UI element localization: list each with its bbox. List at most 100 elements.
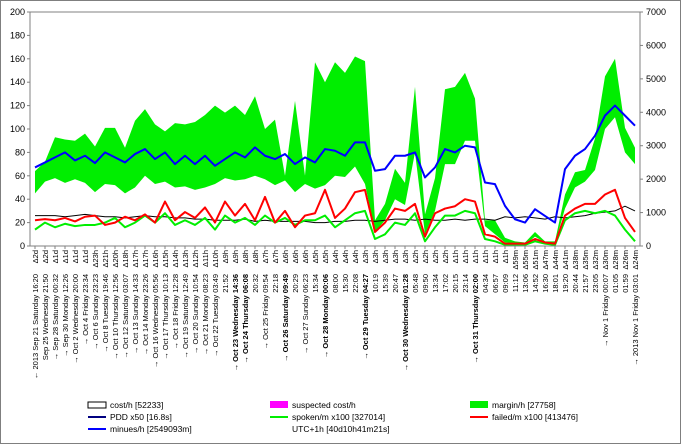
x-tick-label: 21:57 (581, 274, 590, 293)
x-tick-label: 20:32 (251, 274, 260, 293)
x-delta-label: Δ3h (361, 250, 370, 263)
x-tick-label: 22:08 (351, 274, 360, 293)
x-tick-label: → Oct 21 Monday 08:23 (201, 274, 210, 355)
x-delta-label: Δ1d (71, 250, 80, 263)
x-tick-label: 15:30 (341, 274, 350, 293)
x-delta-label: Δ4h (341, 250, 350, 263)
legend-label: cost/h [52233] (110, 400, 163, 410)
x-delta-label: Δ1h (461, 250, 470, 263)
x-tick-label: → Oct 23 Wednesday 14:36 (231, 274, 240, 371)
legend-item-spoken: spoken/m x100 [327014] (270, 412, 385, 422)
legend-label: UTC+1h [40d10h41m21s] (292, 424, 390, 434)
x-tick-label: 09:09 (501, 274, 510, 293)
x-tick-label: → Oct 14 Monday 23:26 (141, 274, 150, 355)
x-tick-label: 05:48 (411, 274, 420, 293)
x-tick-label: 20:44 (571, 274, 580, 293)
x-tick-label: → Oct 18 Friday 12:28 (171, 274, 180, 349)
y-tick-label: 60 (15, 171, 25, 181)
x-delta-label: Δ14h (171, 250, 180, 268)
legend-label: spoken/m x100 [327014] (292, 412, 385, 422)
x-delta-label: Δ3h (371, 250, 380, 263)
series-line-spokenm (34, 209, 636, 246)
x-tick-label: 20:15 (451, 274, 460, 293)
y-tick-label: 140 (10, 77, 25, 87)
x-tick-label: Sep 25 Wednesday 21:50 (41, 274, 50, 360)
x-delta-label: Δ18h (121, 250, 130, 268)
x-delta-label: Δ2h (411, 250, 420, 263)
x-tick-label: 14:52 (531, 274, 540, 293)
series-line-minuesh (34, 104, 636, 224)
x-tick-label: → Oct 16 Wednesday 05:56 (151, 274, 160, 368)
legend-label: failed/m x100 [413476] (492, 412, 578, 422)
x-tick-label: 22:18 (271, 274, 280, 293)
x-delta-label: Δ5h (311, 250, 320, 263)
x-delta-label: Δ6h (301, 250, 310, 263)
x-delta-label: Δ2d (31, 250, 40, 263)
x-tick-label: 15:39 (381, 274, 390, 293)
x-tick-label: 11:12 (511, 274, 520, 292)
x-delta-label: Δ35m (581, 250, 590, 270)
x-tick-label: 04:34 (481, 274, 490, 293)
x-tick-label: 15:34 (311, 274, 320, 293)
x-delta-label: Δ41m (561, 250, 570, 270)
legend-swatch (470, 401, 488, 408)
x-tick-label: → Sep 30 Monday 12:26 (61, 274, 70, 357)
x-tick-label: → Sep 28 Saturday 00:32 (51, 274, 60, 360)
x-delta-label: Δ26m (621, 250, 630, 270)
legend-swatch (87, 401, 107, 409)
x-tick-label: 16:30 (541, 274, 550, 293)
x-delta-label: Δ1d (81, 250, 90, 263)
x-delta-label: Δ1d (51, 250, 60, 263)
x-tick-label: → 2013 Nov 1 Friday 03:01 (631, 274, 640, 366)
x-tick-label: 06:57 (491, 274, 500, 293)
legend-label: margin/h [27758] (492, 400, 556, 410)
y-tick-label: 120 (10, 101, 25, 111)
y-tick-label: 100 (10, 124, 25, 134)
x-delta-label: Δ1d (61, 250, 70, 263)
x-delta-label: Δ55m (521, 250, 530, 270)
x-tick-label: → Oct 17 Thursday 10:13 (161, 274, 170, 360)
x-delta-label: Δ59m (511, 250, 520, 270)
x-tick-label: ← 2013 Sep 21 Saturday 16:20 (31, 274, 40, 379)
y2-tick-label: 4000 (646, 107, 666, 117)
y-tick-label: 20 (15, 218, 25, 228)
x-delta-label: Δ17h (141, 250, 150, 268)
x-delta-label: Δ1h (451, 250, 460, 263)
x-tick-label: 20:47 (391, 274, 400, 293)
x-tick-label: 01:59 (621, 274, 630, 293)
x-delta-label: Δ1h (491, 250, 500, 263)
legend-item-suspected: suspected cost/h (270, 400, 356, 410)
y-tick-label: 200 (10, 7, 25, 17)
legend-item-margin: margin/h [27758] (470, 400, 556, 410)
x-delta-label: Δ30m (601, 250, 610, 270)
x-delta-label: Δ2h (441, 250, 450, 263)
y2-tick-label: 1000 (646, 208, 666, 218)
x-delta-label: Δ24m (631, 250, 640, 270)
x-tick-label: 08:00 (331, 274, 340, 293)
x-delta-label: Δ15h (161, 250, 170, 268)
x-delta-label: Δ8h (251, 250, 260, 263)
x-delta-label: Δ8h (241, 250, 250, 263)
legend-item-minues: minues/h [2549093m] (88, 424, 192, 434)
x-delta-label: Δ11h (201, 250, 210, 267)
x-tick-label: 21:52 (221, 274, 230, 293)
x-delta-label: Δ7h (271, 250, 280, 263)
x-delta-label: Δ44m (551, 250, 560, 270)
x-tick-label: 13:34 (431, 274, 440, 293)
x-delta-label: Δ6h (291, 250, 300, 263)
x-tick-label: → Oct 8 Tuesday 19:46 (101, 274, 110, 353)
legend-item-failed: failed/m x100 [413476] (470, 412, 578, 422)
y-tick-label: 0 (20, 241, 25, 251)
x-delta-label: Δ2h (431, 250, 440, 263)
x-delta-label: Δ20h (111, 250, 120, 268)
y2-tick-label: 5000 (646, 74, 666, 84)
x-tick-label: → Oct 29 Tuesday 04:27 (361, 274, 370, 360)
x-tick-label: → Oct 24 Thursday 06:08 (241, 274, 250, 364)
series-line-failedm (34, 188, 636, 245)
x-delta-label: Δ3h (401, 250, 410, 263)
x-tick-label: → Oct 20 Sunday 10:54 (191, 274, 200, 354)
x-delta-label: Δ28m (611, 250, 620, 270)
x-tick-label: → Oct 27 Sunday 06:23 (301, 274, 310, 354)
x-tick-label: → Oct 22 Tuesday 03:49 (211, 274, 220, 357)
